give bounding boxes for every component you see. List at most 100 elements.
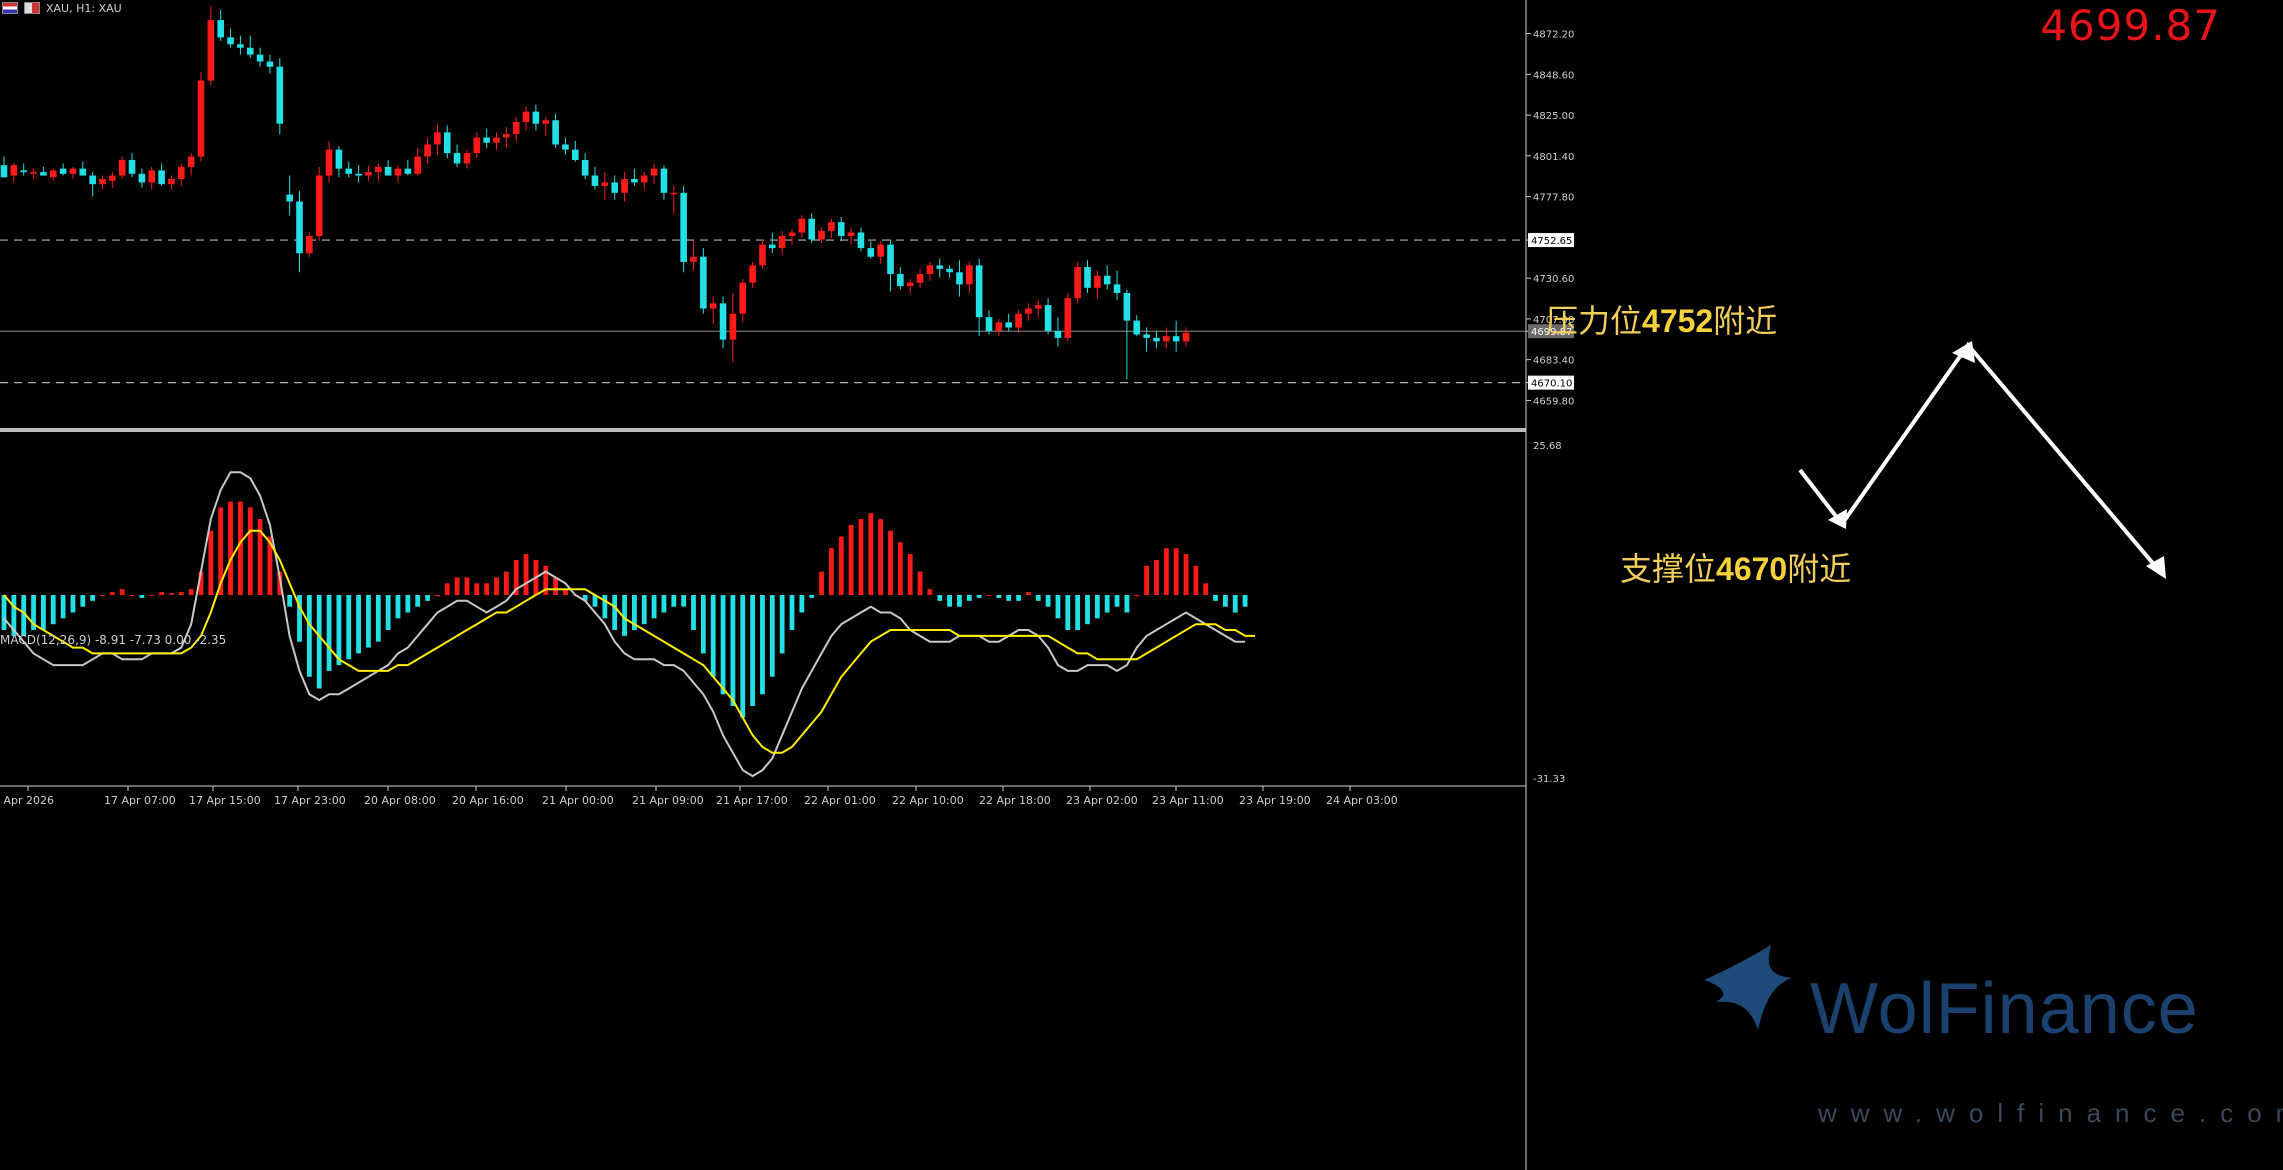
candle-body: [906, 282, 914, 287]
macd-histogram-bar: [336, 594, 342, 666]
support-value: 4670: [1716, 551, 1788, 587]
candle-body: [276, 66, 284, 124]
candle-body: [1034, 305, 1042, 309]
x-tick-label: 20 Apr 08:00: [364, 794, 436, 807]
macd-histogram-bar: [641, 594, 647, 625]
macd-histogram-bar: [1114, 594, 1120, 607]
macd-histogram-bar: [326, 594, 332, 671]
macd-histogram-bar: [1213, 594, 1218, 601]
wolf-logo-icon: [1704, 945, 1791, 1030]
macd-histogram-bar: [789, 594, 795, 631]
candle-body: [877, 244, 884, 257]
candle-body: [1054, 331, 1062, 338]
arrow-head: [1952, 341, 1975, 363]
candle-body: [1123, 293, 1131, 321]
candle-body: [404, 168, 412, 174]
candle-body: [335, 149, 343, 169]
candle-body: [434, 132, 441, 145]
macd-histogram-bar: [474, 583, 480, 595]
candle-body: [493, 137, 500, 143]
macd-histogram-bar: [710, 594, 716, 677]
candle-body: [512, 122, 520, 135]
candle-body: [847, 232, 855, 236]
candle-body: [503, 134, 510, 138]
macd-histogram-bar: [1154, 559, 1159, 595]
macd-histogram-bar: [21, 594, 27, 636]
macd-histogram-bar: [395, 594, 401, 619]
candle-body: [128, 160, 136, 174]
candle-body: [788, 232, 796, 236]
macd-histogram-bar: [1183, 554, 1189, 595]
macd-histogram-bar: [700, 594, 706, 654]
macd-histogram-bar: [1065, 594, 1071, 631]
watermark-url: www.wolfinance.com: [1818, 1098, 2283, 1128]
macd-histogram-bar: [247, 507, 253, 595]
candle-body: [178, 166, 185, 179]
macd-histogram-bar: [218, 507, 224, 595]
macd-label: MACD(12,26,9) -8.91 -7.73 0.00 -2.35: [0, 633, 227, 647]
forecast-arrow-path: [1798, 341, 2164, 576]
candle-body: [1064, 298, 1072, 338]
candle-body: [926, 265, 934, 274]
macd-histogram-bar: [405, 594, 411, 613]
candle-body: [168, 179, 175, 185]
candle-body: [719, 303, 727, 340]
candle-body: [355, 173, 362, 176]
y-tick-label: 4777.80: [1533, 193, 1574, 204]
candle-body: [1182, 332, 1190, 342]
x-tick-label: 21 Apr 17:00: [716, 794, 788, 807]
macd-histogram-bar: [1, 594, 7, 631]
macd-histogram-bar: [100, 594, 105, 596]
candle-body: [1074, 267, 1081, 299]
macd-y-tick-label: -31.33: [1533, 774, 1565, 785]
candle-body: [158, 170, 165, 185]
candle-body: [778, 236, 786, 249]
macd-histogram-bar: [966, 594, 972, 601]
resistance-prefix: 压力位: [1546, 302, 1643, 340]
macd-histogram-bar: [848, 524, 854, 595]
y-tick-label: 4872.20: [1533, 30, 1574, 41]
candle-body: [709, 303, 717, 309]
macd-histogram-bar: [838, 536, 844, 595]
candle-body: [562, 144, 569, 150]
support-suffix: 附近: [1787, 550, 1852, 588]
macd-histogram-bar: [976, 594, 982, 598]
macd-histogram-bar: [149, 594, 155, 596]
y-tick-label: 4659.80: [1533, 396, 1574, 407]
y-tick-highlight: [1528, 233, 1574, 248]
macd-histogram-bar: [503, 571, 509, 595]
macd-histogram-bar: [267, 536, 273, 595]
watermark-brand: WolFinance: [1810, 969, 2199, 1049]
candle-body: [40, 172, 47, 176]
candle-body: [759, 244, 766, 266]
candle-body: [197, 80, 205, 157]
candle-body: [1133, 320, 1141, 335]
current-price: 4699.87: [2040, 1, 2221, 50]
candle-body: [10, 165, 18, 176]
resistance-value: 4752: [1642, 303, 1714, 339]
candle-body: [828, 222, 835, 231]
candle-body: [916, 274, 924, 283]
candle-body: [1084, 267, 1091, 288]
arrow-head: [2146, 556, 2166, 579]
y-tick-label: 4670.10: [1531, 379, 1572, 390]
candle-body: [296, 201, 303, 254]
candle-body: [946, 268, 953, 273]
macd-histogram-bar: [287, 594, 293, 607]
flag-icon: [2, 2, 18, 14]
macd-histogram-bar: [464, 577, 470, 595]
macd-histogram-bar: [888, 530, 893, 595]
macd-histogram-bar: [907, 554, 913, 595]
candle-body: [148, 170, 156, 183]
x-tick-label: 23 Apr 11:00: [1152, 794, 1224, 807]
candle-body: [700, 256, 707, 309]
candle-body: [818, 230, 825, 240]
macd-histogram-bar: [1163, 548, 1169, 595]
macd-histogram-bar: [70, 594, 76, 613]
x-tick-label: 21 Apr 09:00: [632, 794, 704, 807]
macd-histogram-bar: [375, 594, 381, 642]
candle-body: [325, 149, 333, 176]
candle-body: [306, 236, 313, 254]
candle-body: [453, 153, 461, 164]
